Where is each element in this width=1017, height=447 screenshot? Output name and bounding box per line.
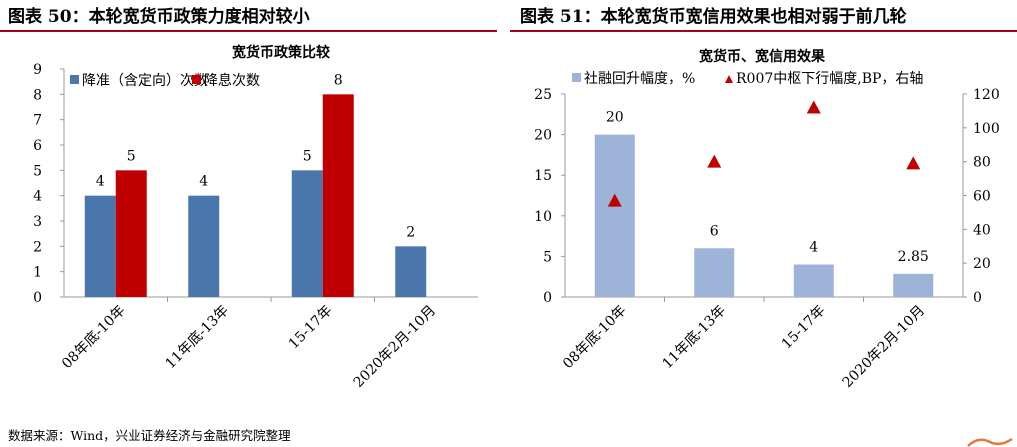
data-label: 2: [406, 224, 415, 240]
legend-label: 降息次数: [204, 72, 260, 89]
bar-rrr: [291, 170, 323, 297]
y-tick-label: 5: [33, 163, 42, 179]
legend-label: 降准（含定向）次数: [82, 73, 208, 89]
bar-rrr: [188, 195, 220, 297]
data-label: 5: [303, 148, 312, 164]
x-tick-label: 11年底-13年: [660, 303, 730, 373]
bar-financing-rebound: [793, 264, 834, 297]
bar-rrr: [84, 195, 116, 297]
x-tick-label: 08年底-10年: [560, 303, 630, 373]
x-tick-label: 08年底-10年: [59, 303, 129, 373]
y-tick-label: 8: [33, 87, 42, 103]
x-tick-label: 2020年2月-10月: [351, 303, 439, 391]
y-tick-label: 3: [33, 214, 42, 230]
data-label: 8: [334, 72, 343, 88]
data-label: 4: [809, 240, 818, 256]
legend-marker: [725, 75, 733, 83]
right-chart: 宽货币、宽信用效果 0 5 10 15 20 25 0 20 40 60 80 100 120 20 08年底…: [534, 48, 1000, 391]
y-tick-label: 0: [543, 290, 552, 306]
chart-title: 宽货币政策比较: [232, 44, 330, 61]
chart-title: 宽货币、宽信用效果: [699, 48, 826, 65]
y-tick-label: 1: [33, 265, 42, 281]
x-tick-label: 2020年2月-10月: [840, 303, 928, 391]
data-label: 4: [96, 174, 105, 190]
data-label: 4: [199, 174, 208, 190]
y-tick-label: 2: [33, 239, 42, 255]
r007-marker: [906, 156, 921, 170]
r007-marker: [707, 154, 722, 168]
bar-financing-rebound: [694, 248, 735, 297]
y-tick-label: 6: [33, 138, 42, 154]
bar-rrr: [395, 246, 427, 297]
brand-logo-icon: [967, 437, 1013, 447]
y-tick-label: 0: [33, 290, 42, 306]
legend-label: 社融回升幅度，%: [584, 71, 695, 87]
legend-swatch: [70, 75, 79, 84]
data-label: 6: [710, 223, 719, 239]
data-label: 5: [127, 148, 136, 164]
left-panel-title: 图表 50：本轮宽货币政策力度相对较小: [8, 7, 310, 27]
y-tick-label: 4: [33, 189, 42, 205]
y-tick-label: 20: [534, 128, 552, 144]
y2-tick-label: 0: [973, 290, 982, 306]
legend-swatch: [572, 73, 581, 82]
bar-financing-rebound: [594, 134, 635, 297]
y2-tick-label: 60: [973, 189, 991, 205]
y-tick-label: 9: [33, 62, 42, 78]
left-title-rule: [0, 30, 497, 32]
y-tick-label: 7: [33, 113, 42, 129]
y2-tick-label: 20: [973, 256, 991, 272]
r007-marker: [806, 100, 821, 114]
x-tick-label: 11年底-13年: [163, 303, 233, 373]
legend-swatch: [192, 75, 201, 84]
r007-marker: [607, 193, 622, 207]
y2-tick-label: 120: [973, 87, 1000, 103]
y-tick-label: 25: [534, 87, 552, 103]
bar-rate-cut: [322, 94, 354, 297]
y2-tick-label: 40: [973, 222, 991, 238]
y-tick-label: 5: [543, 249, 552, 265]
data-label: 20: [606, 110, 624, 126]
data-source-note: 数据来源：Wind，兴业证券经济与金融研究院整理: [8, 428, 291, 443]
y2-tick-label: 100: [973, 121, 1000, 137]
y-tick-label: 10: [534, 209, 552, 225]
y-tick-label: 15: [534, 168, 552, 184]
bar-financing-rebound: [893, 273, 934, 297]
right-panel-title: 图表 51：本轮宽货币宽信用效果也相对弱于前几轮: [520, 7, 907, 27]
right-title-rule: [510, 30, 1017, 32]
x-tick-label: 15-17年: [286, 303, 336, 353]
y2-tick-label: 80: [973, 155, 991, 171]
left-chart: 宽货币政策比较 0 1 2 3 4 5 6 7 8 9 4 5 08年底-10年 4 11年底-13年 5 8 15…: [33, 44, 478, 391]
data-label: 2.85: [898, 249, 929, 265]
bar-rate-cut: [115, 170, 147, 297]
x-tick-label: 15-17年: [779, 303, 829, 353]
legend-label: R007中枢下行幅度,BP，右轴: [736, 71, 923, 87]
